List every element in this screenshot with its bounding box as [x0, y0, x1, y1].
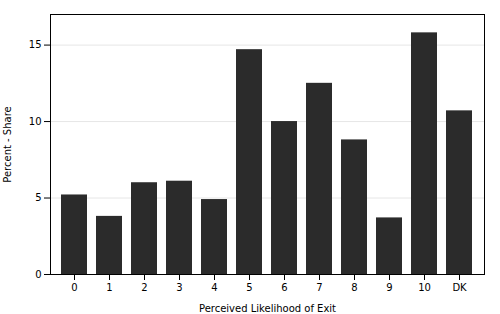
svg-text:10: 10 — [29, 116, 42, 127]
svg-text:10: 10 — [418, 282, 431, 293]
svg-text:0: 0 — [71, 282, 77, 293]
svg-text:15: 15 — [29, 39, 42, 50]
svg-text:3: 3 — [176, 282, 182, 293]
svg-text:7: 7 — [316, 282, 322, 293]
svg-text:Percent - Share: Percent - Share — [2, 106, 13, 182]
svg-text:0: 0 — [35, 269, 41, 280]
svg-text:8: 8 — [351, 282, 357, 293]
svg-text:5: 5 — [246, 282, 252, 293]
svg-text:9: 9 — [386, 282, 392, 293]
svg-text:5: 5 — [35, 192, 41, 203]
svg-text:DK: DK — [452, 282, 467, 293]
svg-text:6: 6 — [281, 282, 287, 293]
svg-text:Perceived Likelihood of Exit: Perceived Likelihood of Exit — [199, 303, 336, 314]
svg-text:4: 4 — [211, 282, 217, 293]
svg-text:2: 2 — [141, 282, 147, 293]
svg-text:1: 1 — [106, 282, 112, 293]
